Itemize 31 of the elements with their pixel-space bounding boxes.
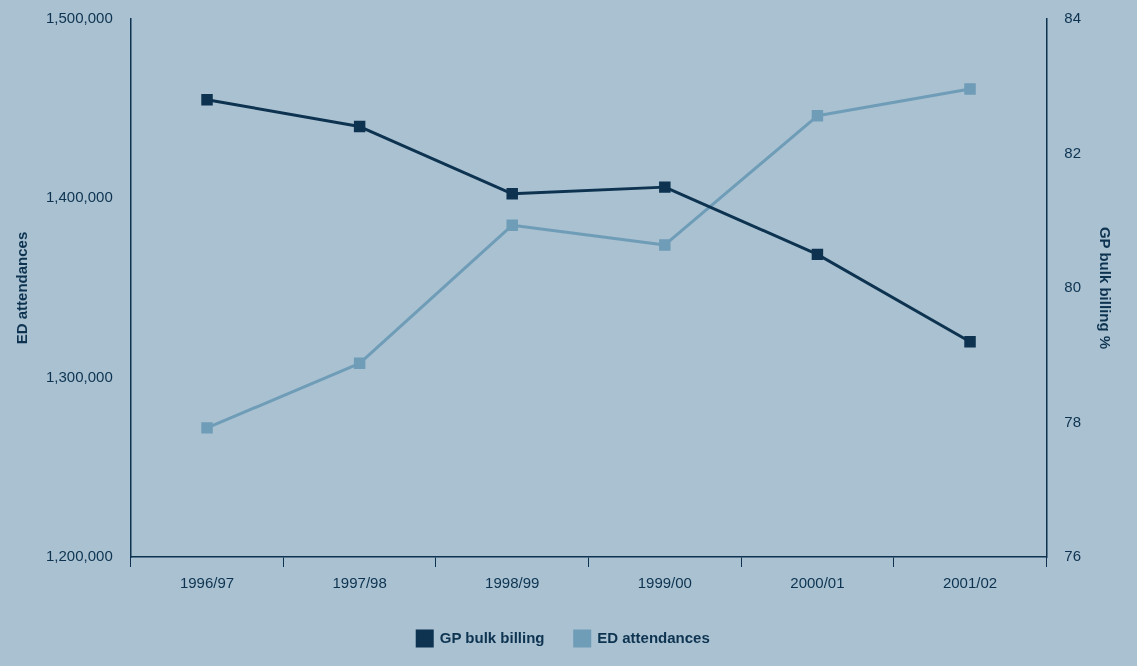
- y-axis-title: ED attendances: [13, 231, 31, 345]
- point: [964, 83, 976, 95]
- point: [659, 181, 671, 193]
- x-tick-label: 2001/02: [942, 574, 998, 592]
- point: [964, 336, 976, 348]
- point: [353, 120, 366, 133]
- x-tick-label: 2000/01: [790, 574, 845, 592]
- y-tick-label: 1,500,000: [46, 9, 113, 27]
- point: [201, 422, 213, 434]
- y-tick-label: 1,300,000: [46, 367, 113, 385]
- y2-tick-label: 76: [1064, 547, 1081, 565]
- x-tick-label: 1997/98: [332, 574, 387, 592]
- point: [506, 188, 518, 200]
- y-tick-label: 1,400,000: [46, 188, 113, 206]
- x-tick-label: 1996/97: [179, 574, 235, 592]
- y2-tick-label: 78: [1064, 412, 1081, 430]
- y-tick-label: 1,200,000: [46, 547, 113, 565]
- x-tick-label: 1998/99: [485, 574, 540, 592]
- point: [811, 110, 824, 122]
- y2-tick-label: 82: [1064, 143, 1081, 161]
- y2-axis-title: GP bulk billing %: [1096, 226, 1114, 350]
- point: [201, 93, 213, 106]
- legend-label: ED attendances: [597, 628, 710, 646]
- legend-label: GP bulk billing: [439, 628, 545, 646]
- point: [506, 219, 518, 231]
- y2-tick-label: 80: [1064, 278, 1081, 296]
- y2-tick-label: 84: [1064, 9, 1081, 27]
- x-tick-label: 1999/00: [637, 574, 692, 592]
- point: [811, 248, 824, 261]
- point: [659, 239, 671, 251]
- point: [353, 357, 366, 370]
